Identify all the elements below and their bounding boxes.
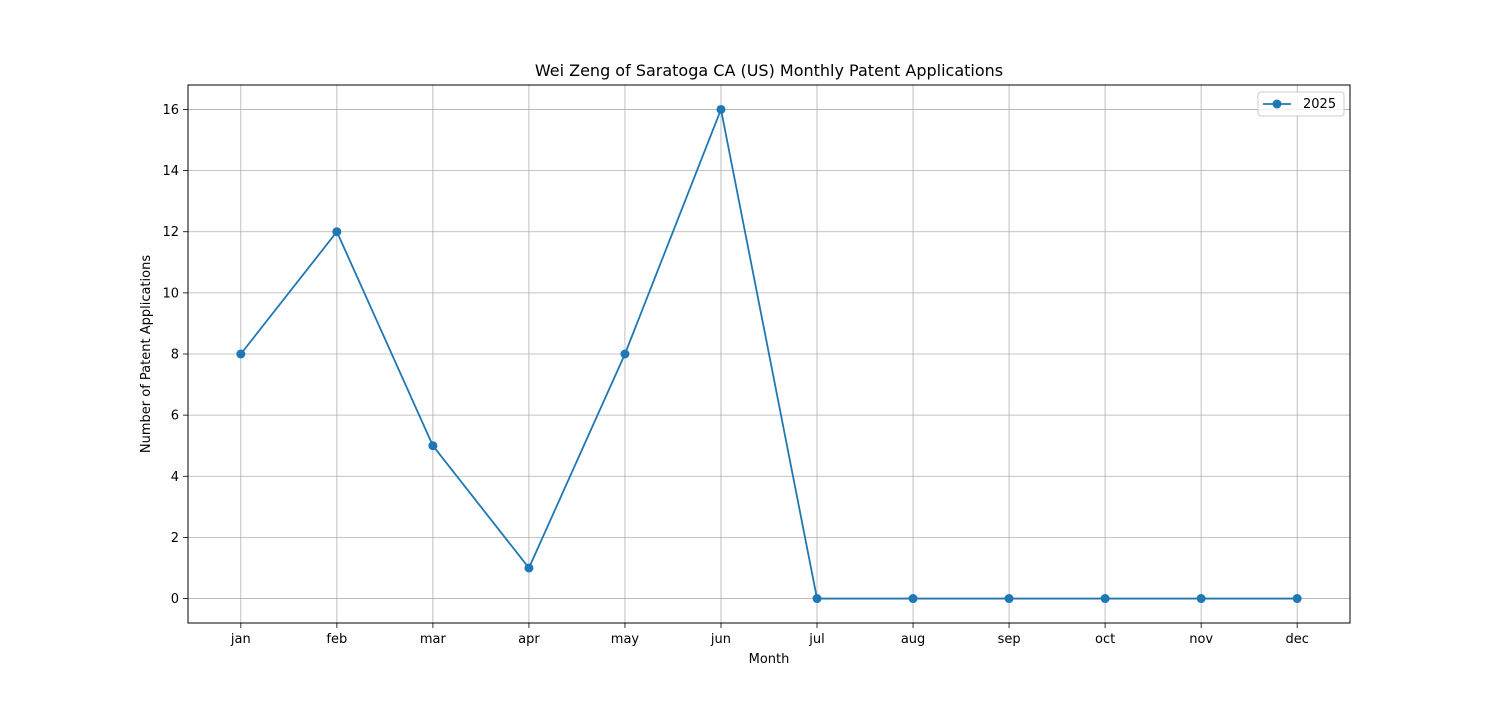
y-tick-label: 16 (162, 103, 179, 118)
data-point-may (620, 350, 629, 359)
y-tick-label: 2 (171, 531, 179, 546)
data-point-mar (428, 441, 437, 450)
y-tick-label: 8 (171, 348, 179, 363)
legend: 2025 (1258, 92, 1344, 116)
x-tick-label: jul (808, 632, 824, 647)
legend-marker (1273, 100, 1282, 109)
y-tick-label: 10 (162, 286, 179, 301)
x-tick-label: oct (1095, 632, 1115, 647)
x-tick-label: may (611, 632, 640, 647)
y-axis-label: Number of Patent Applications (139, 255, 154, 453)
x-tick-label: mar (420, 632, 447, 647)
y-tick-label: 4 (171, 470, 179, 485)
data-point-nov (1197, 594, 1206, 603)
y-tick-label: 12 (162, 225, 179, 240)
data-point-oct (1101, 594, 1110, 603)
data-point-sep (1005, 594, 1014, 603)
data-point-aug (909, 594, 918, 603)
data-point-apr (524, 563, 533, 572)
data-point-feb (332, 227, 341, 236)
data-point-jul (813, 594, 822, 603)
x-tick-label: aug (901, 632, 925, 647)
x-axis-label: Month (749, 652, 790, 667)
y-tick-label: 14 (162, 164, 179, 179)
data-point-jan (236, 350, 245, 359)
y-tick-label: 0 (171, 592, 179, 607)
x-tick-label: feb (326, 632, 347, 647)
x-tick-label: dec (1285, 632, 1308, 647)
x-tick-label: nov (1189, 632, 1213, 647)
x-tick-label: jun (710, 632, 731, 647)
y-tick-label: 6 (171, 409, 179, 424)
x-tick-label: sep (998, 632, 1021, 647)
chart-title: Wei Zeng of Saratoga CA (US) Monthly Pat… (535, 61, 1003, 80)
x-tick-label: jan (230, 632, 251, 647)
data-point-dec (1293, 594, 1302, 603)
data-point-jun (716, 105, 725, 114)
x-tick-label: apr (518, 632, 540, 647)
legend-label-2025: 2025 (1303, 97, 1336, 112)
